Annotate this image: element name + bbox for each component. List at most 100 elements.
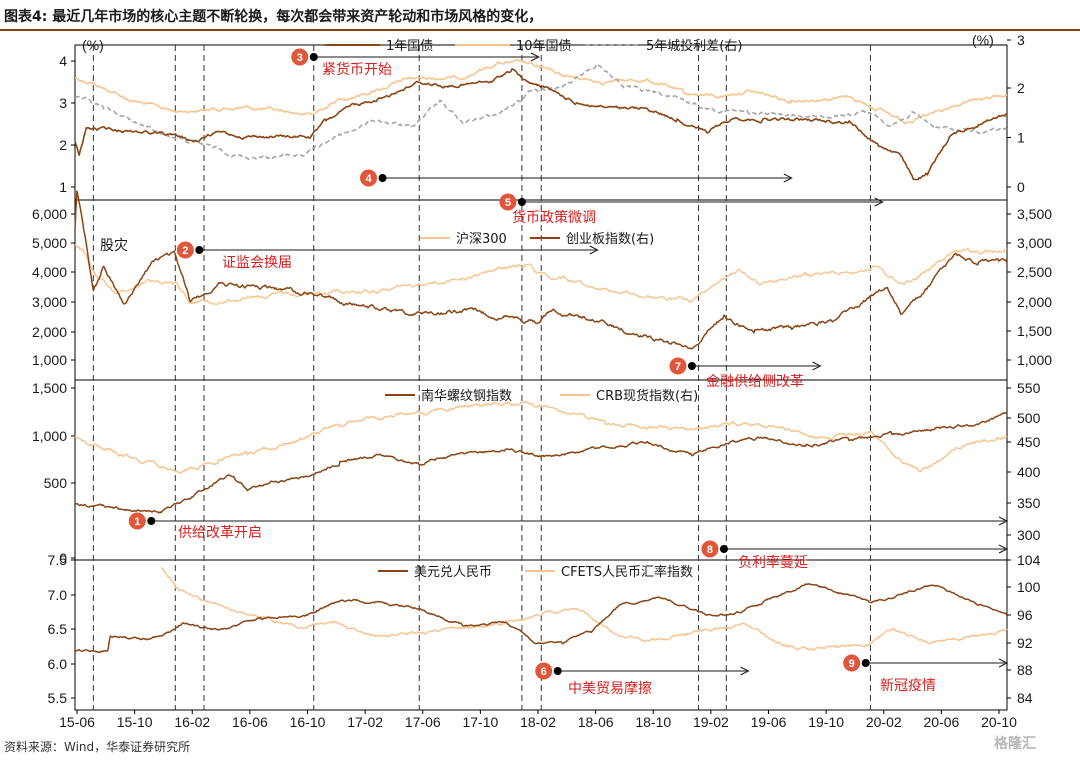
event-number: 7 (675, 361, 681, 373)
event-number: 6 (541, 666, 547, 678)
figure-title: 图表4: 最近几年市场的核心主题不断轮换，每次都会带来资产轮动和市场风格的变化， (4, 9, 543, 25)
event-label: 中美贸易摩擦 (568, 680, 652, 697)
right-tick-label: 88 (1017, 662, 1033, 678)
event-number: 4 (365, 173, 372, 185)
series-line-1-0 (74, 244, 1008, 306)
event-arrowhead (998, 658, 1009, 668)
event-dot (687, 362, 696, 370)
x-tick-label: 16-02 (174, 714, 210, 730)
x-tick-label: 16-06 (232, 714, 268, 730)
x-tick-label: 18-10 (635, 714, 671, 730)
event-number: 1 (134, 516, 140, 528)
left-tick-label: 6,000 (32, 206, 67, 222)
series-line-2-0 (74, 411, 1008, 514)
legend-label: 10年国债 (516, 39, 572, 54)
event-dot (553, 667, 562, 675)
legend-label: 1年国债 (386, 39, 433, 54)
series-line-2-1 (74, 400, 1008, 475)
right-tick-label: 104 (1017, 552, 1041, 568)
x-tick-label: 17-02 (347, 714, 383, 730)
left-tick-label: 1,000 (32, 428, 67, 444)
right-tick-label: 84 (1017, 690, 1033, 706)
event-arrowhead (874, 197, 884, 207)
right-tick-label: 1 (1017, 130, 1025, 146)
left-unit-label: (%) (82, 37, 104, 53)
event-label: 负利率蔓延 (738, 554, 808, 571)
event-arrowhead (812, 361, 822, 371)
event-label: 金融供给侧改革 (706, 374, 804, 390)
x-tick-label: 19-02 (693, 714, 729, 730)
event-arrowhead (783, 173, 793, 183)
series-line-0-2 (74, 63, 1008, 160)
event-badge (176, 241, 194, 259)
right-tick-label: 300 (1017, 527, 1041, 543)
right-tick-label: 350 (1017, 495, 1041, 511)
left-tick-label: 6.0 (48, 656, 68, 672)
x-tick-label: 15-06 (59, 714, 95, 730)
series-line-3-0 (74, 583, 1008, 653)
left-tick-label: 5,000 (32, 235, 67, 251)
event-badge (499, 193, 517, 211)
x-tick-label: 19-06 (751, 714, 787, 730)
left-tick-label: 4,000 (32, 264, 67, 280)
x-tick-label: 20-10 (981, 714, 1017, 730)
x-tick-label: 20-02 (866, 714, 902, 730)
left-tick-label: 6.5 (48, 621, 68, 637)
event-badge (360, 169, 378, 187)
left-tick-label: 0 (59, 550, 67, 566)
left-tick-label: 7.0 (48, 587, 68, 603)
event-dot (147, 517, 156, 525)
legend-label: 创业板指数(右) (566, 232, 654, 247)
event-number: 2 (182, 245, 188, 257)
left-tick-label: 5.5 (48, 690, 68, 706)
right-tick-label: 2,500 (1017, 264, 1052, 280)
legend-label: CFETS人民币汇率指数 (561, 564, 693, 580)
right-tick-label: 2 (1017, 80, 1025, 96)
right-tick-label: 96 (1017, 607, 1033, 623)
event-label: 证监会换届 (222, 254, 292, 271)
event-badge (669, 357, 687, 375)
event-badge (291, 48, 309, 66)
right-tick-label: 1,000 (1017, 352, 1052, 368)
x-tick-label: 19-10 (808, 714, 844, 730)
event-dot (517, 198, 526, 206)
legend-label: CRB现货指数(右) (596, 388, 698, 404)
x-tick-label: 17-10 (462, 714, 498, 730)
right-tick-label: 500 (1017, 410, 1041, 426)
event-number: 3 (297, 52, 303, 64)
event-badge (128, 512, 146, 530)
right-tick-label: 2,000 (1017, 294, 1052, 310)
series-line-3-1 (160, 567, 1008, 651)
right-tick-label: 450 (1017, 434, 1041, 450)
event-dot (195, 246, 204, 254)
x-tick-label: 18-06 (578, 714, 614, 730)
right-tick-label: 92 (1017, 635, 1033, 651)
left-tick-label: 3,000 (32, 294, 67, 310)
right-tick-label: 3,500 (1017, 206, 1052, 222)
event-arrowhead (998, 516, 1009, 526)
event-number: 9 (849, 658, 855, 670)
left-tick-label: 7.5 (48, 552, 68, 568)
legend-label: 南华螺纹钢指数 (421, 388, 512, 404)
x-tick-label: 16-10 (290, 714, 326, 730)
left-tick-label: 1,500 (32, 380, 67, 396)
right-unit-label: (%) (972, 32, 994, 48)
event-badge (843, 654, 861, 672)
left-tick-label: 3 (59, 95, 67, 111)
x-tick-label: 20-06 (923, 714, 959, 730)
x-tick-label: 15-10 (117, 714, 153, 730)
event-badge (701, 540, 719, 558)
legend-label: 美元兑人民币 (414, 565, 492, 580)
series-line-0-0 (74, 68, 1008, 181)
event-label: 货币政策微调 (512, 209, 596, 226)
event-dot (378, 174, 387, 182)
event-arrowhead (530, 52, 540, 62)
left-tick-label: 4 (59, 53, 67, 69)
title-rule (0, 29, 1080, 31)
legend-label: 沪深300 (456, 231, 507, 247)
left-tick-label: 2 (59, 137, 67, 153)
event-label: 供给改革开启 (178, 525, 262, 541)
right-tick-label: 3 (1017, 32, 1025, 48)
